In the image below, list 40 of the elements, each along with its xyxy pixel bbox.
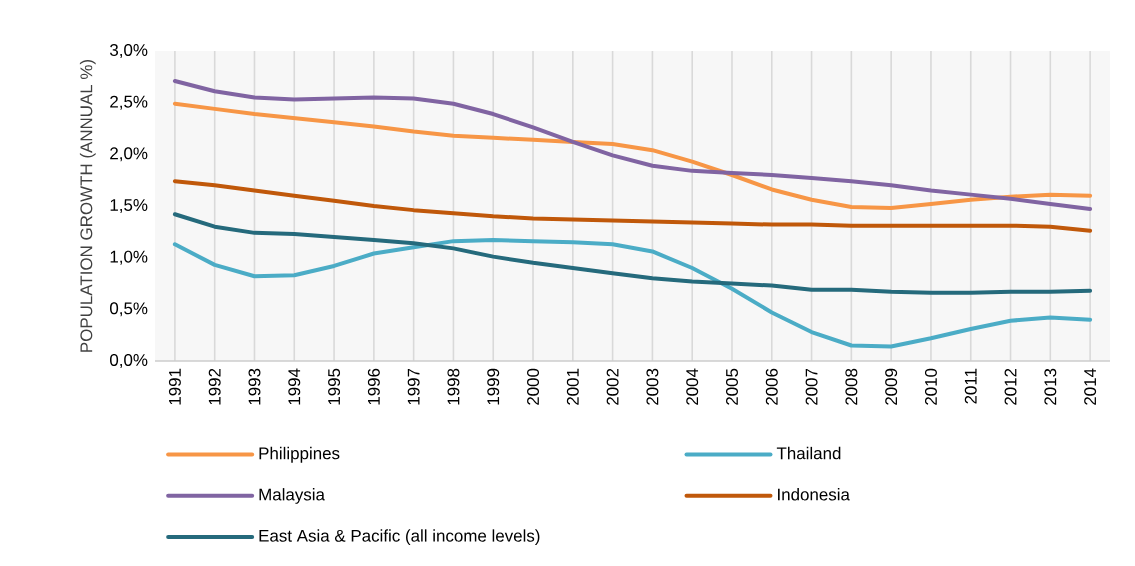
x-tick-label: 2010	[924, 368, 937, 405]
x-tick-label: 2003	[646, 368, 659, 405]
line-series	[172, 238, 1093, 349]
x-tick-label: 1992	[208, 368, 221, 405]
x-tick-label: 1993	[248, 368, 261, 405]
legend-label: Indonesia	[778, 488, 850, 501]
legend-label: Malaysia	[259, 488, 325, 504]
y-axis-title: POPULATION GROWTH (ANNUAL %)	[79, 59, 96, 352]
legend-label: Thailand	[776, 446, 841, 460]
legend-label: East Asia & Pacific (all income levels)	[259, 529, 540, 546]
x-tick-label: 2004	[686, 368, 699, 405]
y-tick-label: 0,0%	[110, 354, 148, 368]
x-tick-label: 1994	[288, 368, 301, 405]
x-tick-label: 2005	[726, 368, 738, 405]
y-tick-label: 1,5%	[110, 199, 148, 213]
x-tick-label: 1998	[447, 368, 460, 405]
x-tick-label: 2012	[1004, 368, 1017, 405]
x-tick-label: 1991	[168, 368, 181, 405]
x-tick-label: 2011	[964, 368, 977, 404]
y-tick-label: 3,0%	[110, 44, 148, 58]
line-series	[172, 212, 1093, 295]
x-tick-label: 1995	[328, 368, 341, 405]
y-tick-label: 2,0%	[110, 147, 148, 162]
x-tick-label: 2008	[845, 368, 858, 405]
x-tick-label: 2000	[527, 368, 540, 405]
x-tick-label: 2009	[885, 368, 898, 405]
x-tick-label: 1999	[487, 368, 500, 405]
y-tick-label: 2,5%	[110, 95, 148, 110]
x-tick-label: 1997	[407, 368, 420, 405]
x-tick-label: 2001	[566, 368, 579, 405]
x-tick-label: 2013	[1044, 368, 1057, 405]
x-tick-label: 1996	[367, 368, 380, 405]
x-tick-label: 2007	[805, 368, 818, 405]
line-series	[172, 78, 1093, 212]
y-tick-label: 0,5%	[110, 302, 148, 317]
x-tick-label: 2002	[606, 368, 619, 405]
y-tick-label: 1,0%	[110, 250, 148, 265]
x-tick-label: 2006	[765, 368, 778, 405]
legend-label: Philippines	[259, 446, 340, 463]
x-tick-label: 2014	[1084, 368, 1097, 405]
